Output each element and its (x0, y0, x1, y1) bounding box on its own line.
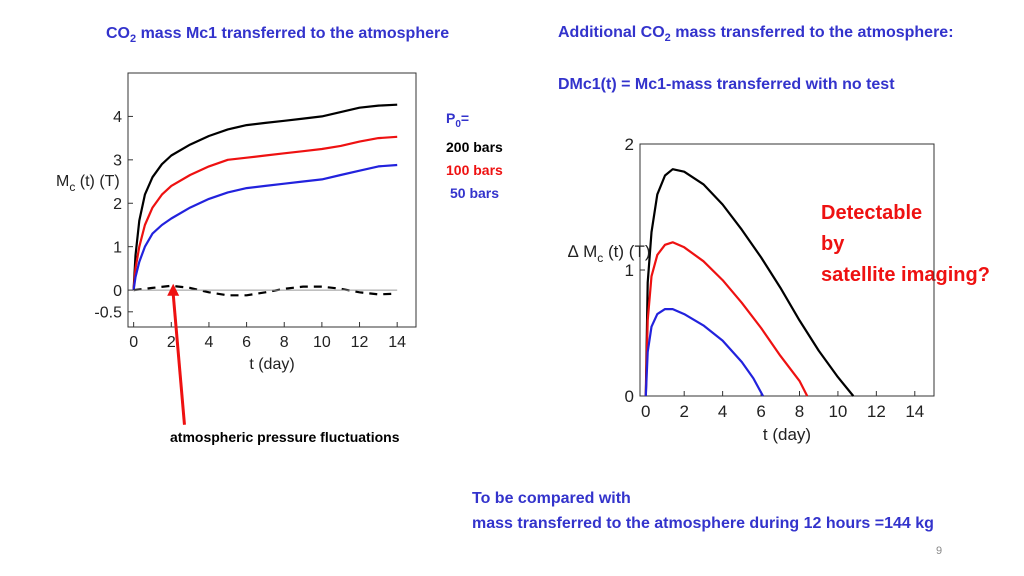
chart-1-ytick-label: 1 (625, 261, 634, 280)
chart-1-series-red (644, 241, 809, 397)
pointer-arrow-head (167, 283, 180, 296)
chart-0-xtick-label: 14 (388, 334, 406, 351)
chart-0-ytick-label: 4 (113, 109, 122, 126)
chart-1-xtick-label: 6 (756, 402, 765, 421)
chart-1-frame (639, 143, 935, 397)
chart-0-ytick-label: 0 (113, 283, 122, 300)
comparison-line-2: mass transferred to the atmosphere durin… (472, 515, 934, 532)
chart-0-frame (127, 72, 417, 328)
comparison-line-1: To be compared with (472, 490, 631, 507)
chart-1-xtick-label: 14 (905, 402, 924, 421)
detectable-line-1: Detectable (821, 202, 923, 224)
chart-1-xtick-label: 12 (867, 402, 886, 421)
chart-1-xtick-label: 10 (828, 402, 847, 421)
legend-p0-label: P0= (446, 110, 470, 130)
chart-0-xlabel: t (day) (249, 356, 294, 373)
chart-0-xtick-label: 12 (351, 334, 369, 351)
chart-0-xtick-label: 4 (204, 334, 213, 351)
chart-0-xtick-label: 0 (129, 334, 138, 351)
legend-100-bars: 100 bars (446, 161, 503, 178)
chart-0-ytick-label: 2 (113, 196, 122, 213)
detectable-line-3: satellite imaging? (821, 264, 990, 286)
chart-1-xtick-label: 8 (795, 402, 804, 421)
chart-1-series-blue (644, 308, 764, 397)
chart-1-xtick-label: 0 (641, 402, 650, 421)
chart-1-ytick-label: 2 (625, 135, 634, 154)
chart-0-series-blue (132, 163, 398, 291)
chart-1-xtick-label: 4 (718, 402, 727, 421)
delta-formula: DMc1(t) = Mc1-mass transferred with no t… (558, 76, 895, 93)
chart-1-ylabel: ∆ Mc (t) (T) (568, 242, 651, 265)
chart-1-xlabel: t (day) (763, 425, 811, 444)
legend-50-bars: 50 bars (450, 184, 500, 201)
chart-0-ytick-label: 1 (113, 239, 122, 256)
chart-0-ylabel: Mc (t) (T) (56, 173, 120, 194)
chart-0-ytick-label: -0.5 (94, 305, 122, 322)
detectable-line-2: by (821, 233, 845, 255)
chart-0-xtick-label: 2 (167, 334, 176, 351)
chart-0-xtick-label: 10 (313, 334, 331, 351)
chart-0-ytick-label: 3 (113, 153, 122, 170)
chart-0-series-red (132, 135, 398, 291)
comparison-note: To be compared with mass transferred to … (472, 486, 934, 536)
chart-0-series-black-dashed (133, 284, 398, 297)
pointer-arrow-shaft (171, 293, 186, 425)
page-number: 9 (936, 545, 943, 557)
right-chart-title: Additional CO2 mass transferred to the a… (558, 24, 954, 45)
left-chart-title: CO2 mass Mc1 transferred to the atmosphe… (106, 25, 450, 46)
chart-0-xtick-label: 6 (242, 334, 251, 351)
chart-0-xtick-label: 8 (280, 334, 289, 351)
fluctuation-annotation: atmospheric pressure fluctuations (170, 429, 400, 445)
detectable-note: Detectable by satellite imaging? (821, 198, 990, 291)
chart-0-series-black (132, 103, 398, 291)
legend-200-bars: 200 bars (446, 138, 503, 155)
chart-1-xtick-label: 2 (679, 402, 688, 421)
pressure-legend: P0= 200 bars 100 bars 50 bars (446, 107, 503, 205)
chart-1-ytick-label: 0 (625, 387, 634, 406)
chart-1-series-black (644, 168, 855, 397)
